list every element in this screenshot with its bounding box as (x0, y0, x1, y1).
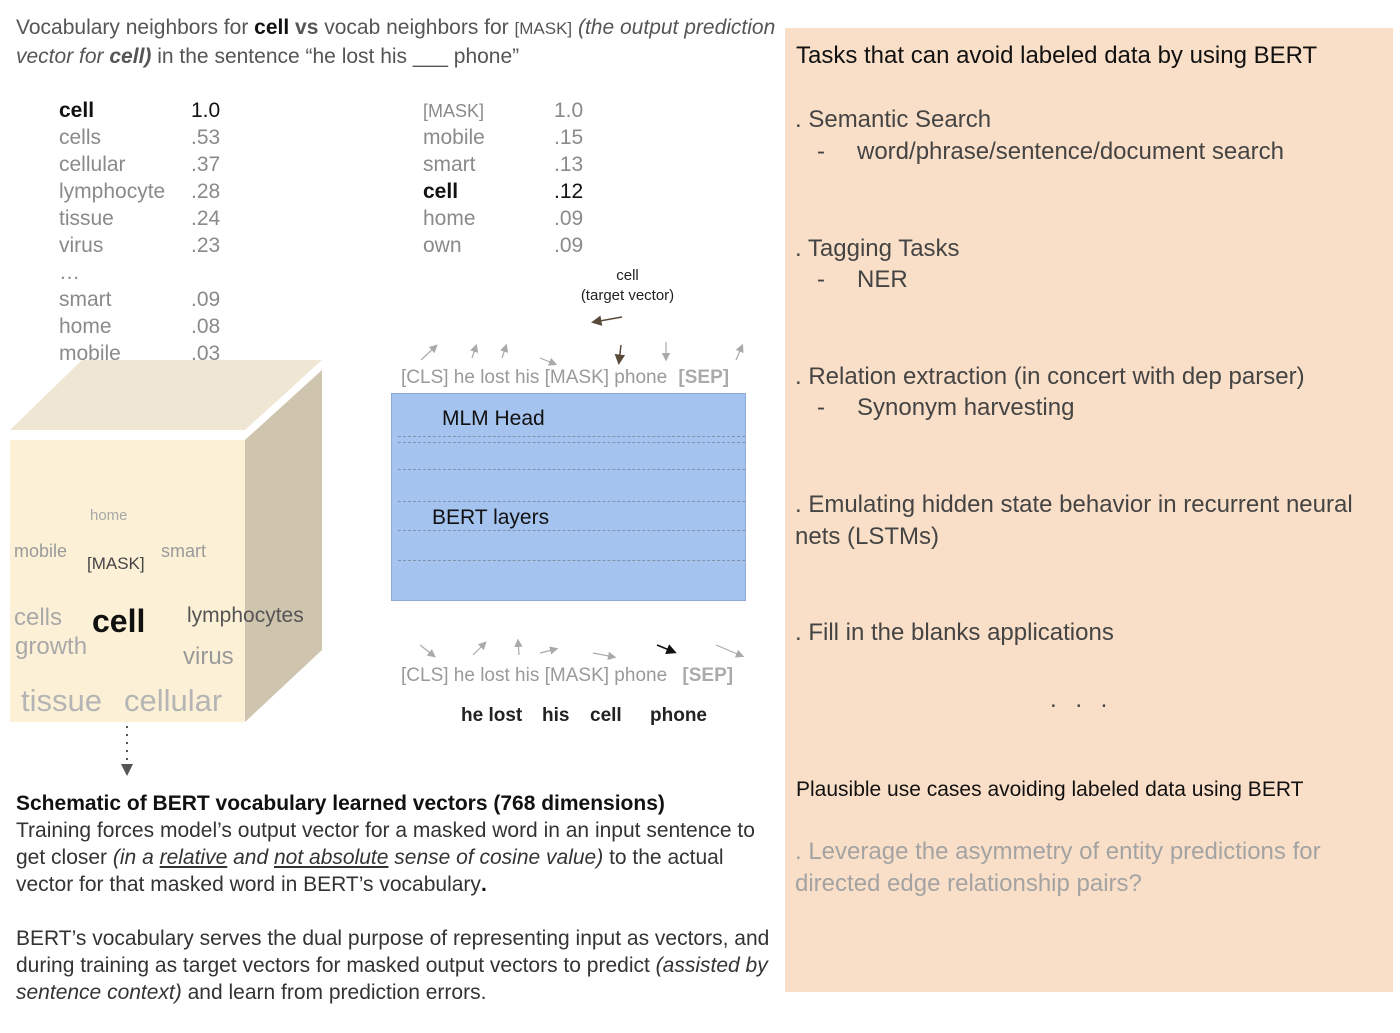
mid-neighbor-row: cell .12 (423, 178, 623, 205)
mid-neighbor-value: .13 (554, 153, 584, 176)
task-item: . Relation extraction (in concert with d… (795, 363, 1305, 390)
mid-neighbor-word: cell (423, 180, 459, 203)
left-neighbor-value: 1.0 (191, 99, 221, 122)
left-neighbor-word: cells (59, 126, 102, 149)
mid-neighbor-row: smart .13 (423, 151, 623, 178)
layer-divider (398, 501, 745, 502)
task-item: . Semantic Search (795, 106, 992, 133)
left-neighbor-row: home .08 (59, 313, 259, 340)
left-neighbor-word: … (59, 261, 80, 284)
left-neighbor-row: mobile .03 (59, 340, 259, 367)
mid-neighbor-value: .15 (554, 126, 584, 149)
left-neighbor-value: .24 (191, 207, 221, 230)
caption: Schematic of BERT vocabulary learned vec… (16, 792, 770, 1004)
cell-neighbors-list: cell 1.0 cells .53 cellular .37 lymphocyte .28 t… (59, 97, 259, 367)
cube-top (10, 360, 322, 430)
task-item: . Tagging Tasks (795, 235, 960, 262)
mid-neighbor-row: [MASK] 1.0 (423, 97, 623, 124)
left-neighbor-word: mobile (59, 342, 121, 365)
layer-divider (398, 560, 745, 561)
cube-word-virus: virus (183, 643, 234, 670)
left-neighbor-value: .23 (191, 234, 221, 257)
left-neighbor-row: cells .53 (59, 124, 259, 151)
left-neighbor-row: virus .23 (59, 232, 259, 259)
left-neighbor-value: .37 (191, 153, 221, 176)
mid-neighbor-word: smart (423, 153, 476, 176)
plausible-heading: Plausible use cases avoiding labeled dat… (796, 778, 1304, 801)
panel-title: Tasks that can avoid labeled data by usi… (796, 42, 1318, 69)
cube-side (245, 370, 322, 722)
cube-word-cells: cells (14, 604, 63, 631)
left-neighbor-row: cell 1.0 (59, 97, 259, 124)
task-subitem: - NER (817, 266, 908, 293)
layer-divider (398, 442, 745, 443)
left-neighbor-row: smart .09 (59, 286, 259, 313)
layer-divider (398, 436, 745, 437)
leverage-item: . Leverage the asymmetry of entity predi… (795, 838, 1321, 897)
mid-neighbor-word: [MASK] (423, 101, 485, 121)
mid-neighbor-row: own .09 (423, 232, 623, 259)
left-neighbor-value: .28 (191, 180, 221, 203)
mid-neighbor-word: mobile (423, 126, 485, 149)
input-word-phone: phone (650, 705, 707, 726)
input-word-cell: cell (590, 705, 622, 726)
task-subitem: - Synonym harvesting (817, 394, 1075, 421)
left-neighbor-row: lymphocyte .28 (59, 178, 259, 205)
input-word-his: his (542, 705, 570, 726)
header-text: Vocabulary neighbors for cell vs vocab n… (16, 16, 776, 68)
left-neighbor-value: .53 (191, 126, 221, 149)
mid-neighbor-word: home (423, 207, 476, 230)
mid-neighbor-row: mobile .15 (423, 124, 623, 151)
left-neighbor-value: .03 (191, 342, 221, 365)
left-neighbor-word: home (59, 315, 112, 338)
cube-word-smart: smart (161, 541, 206, 561)
left-neighbor-word: cellular (59, 153, 126, 176)
target-vector-label: cell (target vector) (580, 267, 675, 304)
cube-word-mask: [MASK] (87, 554, 145, 573)
mlm-head-label: MLM Head (442, 407, 545, 430)
mid-neighbor-value: .09 (554, 207, 584, 230)
bert-model-box: MLM Head BERT layers (391, 393, 746, 601)
caption-title: Schematic of BERT vocabulary learned vec… (16, 792, 665, 815)
task-item: . Emulating hidden state behavior in rec… (795, 491, 1353, 550)
tasks-panel: Tasks that can avoid labeled data by usi… (785, 28, 1393, 992)
bottom-token-sequence: [CLS] he lost his [MASK] phone [SEP] (401, 665, 734, 686)
left-neighbor-row: tissue .24 (59, 205, 259, 232)
cube-front (10, 440, 245, 722)
cube-word-growth: growth (15, 633, 88, 660)
bert-layers-label: BERT layers (432, 506, 550, 529)
mid-neighbor-value: 1.0 (554, 99, 584, 122)
left-neighbor-value: .09 (191, 288, 221, 311)
layer-divider (398, 469, 745, 470)
cube-word-home: home (90, 507, 128, 524)
cube-word-lymphocytes: lymphocytes (187, 604, 304, 627)
left-neighbor-word: lymphocyte (59, 180, 166, 203)
left-neighbor-word: cell (59, 99, 95, 122)
vocabulary-cube (10, 360, 322, 776)
cube-word-cellular: cellular (124, 683, 223, 718)
mid-neighbor-row: home .09 (423, 205, 623, 232)
cube-word-cell: cell (92, 603, 146, 639)
mid-neighbor-value: .09 (554, 234, 584, 257)
top-token-sequence: [CLS] he lost his [MASK] phone [SEP] (401, 367, 730, 388)
mask-neighbors-list: [MASK] 1.0 mobile .15 smart .13 cell .12 home .09… (423, 97, 623, 259)
task-subitem: - word/phrase/sentence/document search (817, 138, 1284, 165)
task-item: . Fill in the blanks applications (795, 619, 1114, 646)
mid-neighbor-word: own (423, 234, 462, 257)
left-neighbor-row: cellular .37 (59, 151, 259, 178)
layer-divider (398, 530, 745, 531)
left-neighbor-word: smart (59, 288, 112, 311)
left-neighbor-word: tissue (59, 207, 114, 230)
ellipsis: . . . (1050, 686, 1114, 713)
input-word-he-lost: he lost (461, 705, 523, 726)
cube-down-arrow (121, 764, 133, 776)
cube-word-mobile: mobile (14, 541, 68, 561)
left-neighbor-word: virus (59, 234, 104, 257)
left-neighbor-value: .08 (191, 315, 221, 338)
mid-neighbor-value: .12 (554, 180, 584, 203)
cube-word-tissue: tissue (21, 683, 102, 718)
left-neighbor-row: … (59, 259, 259, 286)
